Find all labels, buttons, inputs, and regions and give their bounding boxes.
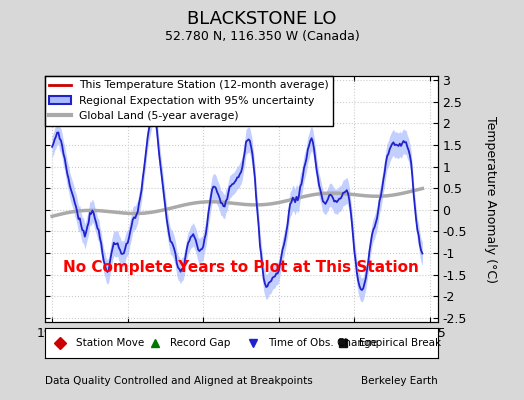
Text: Berkeley Earth: Berkeley Earth (361, 376, 438, 386)
Text: Record Gap: Record Gap (170, 338, 231, 348)
Text: 52.780 N, 116.350 W (Canada): 52.780 N, 116.350 W (Canada) (165, 30, 359, 43)
Text: No Complete Years to Plot at This Station: No Complete Years to Plot at This Statio… (63, 260, 419, 275)
Text: Time of Obs. Change: Time of Obs. Change (268, 338, 378, 348)
Text: Empirical Break: Empirical Break (359, 338, 441, 348)
Text: Station Move: Station Move (76, 338, 144, 348)
Y-axis label: Temperature Anomaly (°C): Temperature Anomaly (°C) (484, 116, 497, 282)
Text: Data Quality Controlled and Aligned at Breakpoints: Data Quality Controlled and Aligned at B… (45, 376, 312, 386)
Text: BLACKSTONE LO: BLACKSTONE LO (187, 10, 337, 28)
Legend: This Temperature Station (12-month average), Regional Expectation with 95% uncer: This Temperature Station (12-month avera… (45, 76, 333, 126)
